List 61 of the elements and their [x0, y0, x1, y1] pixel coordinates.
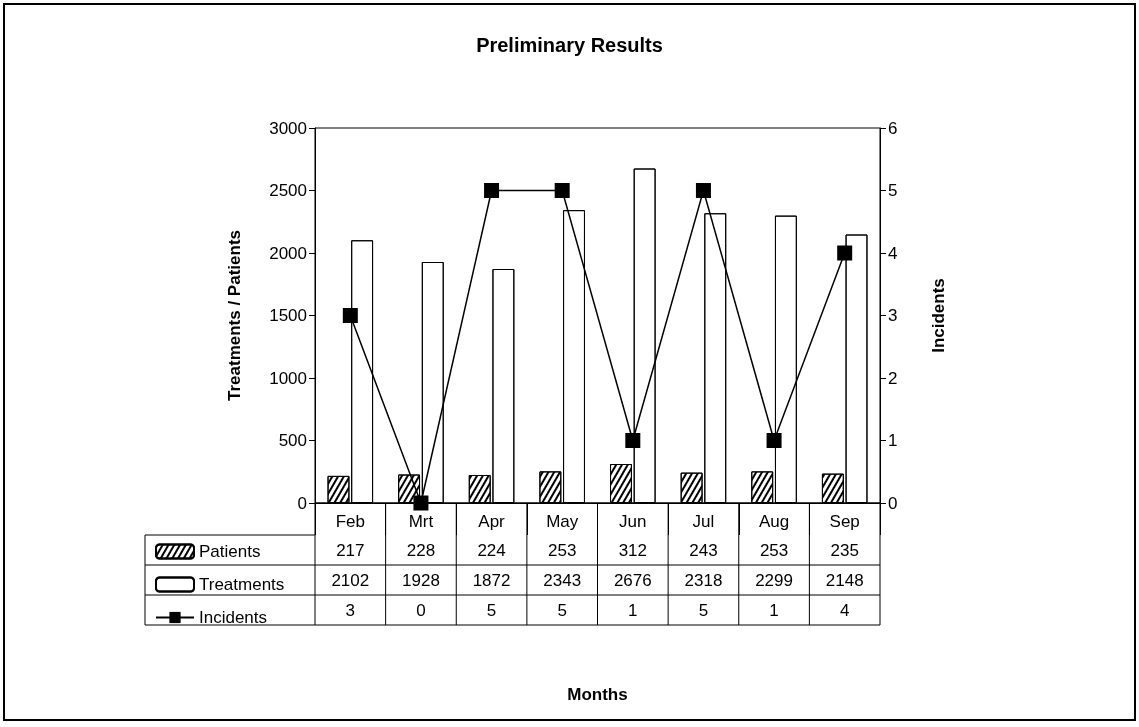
point	[554, 183, 570, 198]
point	[413, 495, 429, 511]
point	[342, 308, 358, 323]
point	[766, 433, 782, 448]
data-label: 228	[406, 540, 436, 560]
x-tick-label: May	[546, 512, 579, 531]
y2-tick-label: 1	[888, 431, 898, 450]
x-tick-label: Jun	[619, 512, 647, 531]
data-label: 243	[689, 540, 718, 560]
data-label: 1928	[402, 570, 440, 590]
y-tick-label: 1500	[269, 306, 307, 325]
data-label: 2343	[543, 570, 582, 590]
x-tick-label: Mrt	[408, 512, 434, 531]
y-tick-label: 3000	[269, 118, 307, 138]
point	[625, 433, 641, 448]
data-label: 1	[769, 600, 779, 620]
data-label: 1872	[472, 570, 511, 590]
data-label: 253	[759, 540, 789, 560]
legend-label: Patients	[199, 542, 261, 561]
y2-tick-label: 2	[888, 368, 898, 388]
y2-axis-title: Incidents	[929, 278, 948, 353]
data-label: 2148	[825, 570, 864, 590]
chart-title: Preliminary Results	[476, 34, 663, 56]
x-tick-label: Apr	[478, 512, 506, 531]
y-tick-label: 0	[297, 493, 307, 513]
data-label: 2102	[331, 570, 370, 590]
point	[695, 183, 711, 198]
y-tick-label: 1000	[269, 368, 307, 388]
point	[837, 245, 853, 261]
x-tick-label: Feb	[335, 512, 365, 531]
y-axis-title: Treatments / Patients	[225, 229, 244, 402]
data-label: 2676	[613, 570, 652, 590]
data-label: 3	[345, 600, 356, 620]
data-label: 4	[839, 600, 850, 620]
x-tick-label: Aug	[758, 512, 790, 531]
x-tick-label: Jul	[692, 512, 715, 531]
text: Months	[567, 684, 628, 704]
legend-label: Incidents	[199, 608, 268, 627]
y2-tick-label: 4	[888, 243, 898, 263]
data-label: 253	[548, 540, 577, 560]
y2-tick-label: 3	[888, 306, 898, 325]
data-label: 5	[557, 600, 567, 620]
y-tick-label: 2500	[269, 181, 307, 200]
data-label: 217	[336, 540, 365, 560]
data-label: 5	[486, 600, 497, 620]
data-label: 2299	[755, 570, 793, 590]
x-tick-label: Sep	[829, 512, 860, 531]
y2-tick-label: 6	[888, 118, 898, 138]
y2-tick-label: 0	[888, 493, 898, 513]
y-tick-label: 2000	[269, 243, 307, 263]
data-label: 2318	[684, 570, 723, 590]
y2-tick-label: 5	[888, 181, 898, 200]
data-label: 224	[477, 540, 506, 560]
data-label: 1	[628, 600, 638, 620]
legend-label: Treatments	[199, 575, 285, 594]
data-label: 5	[698, 600, 709, 620]
data-label: 235	[830, 540, 859, 560]
y-tick-label: 500	[278, 431, 307, 450]
data-label: 0	[416, 600, 426, 620]
data-label: 312	[618, 540, 647, 560]
point	[484, 183, 500, 198]
